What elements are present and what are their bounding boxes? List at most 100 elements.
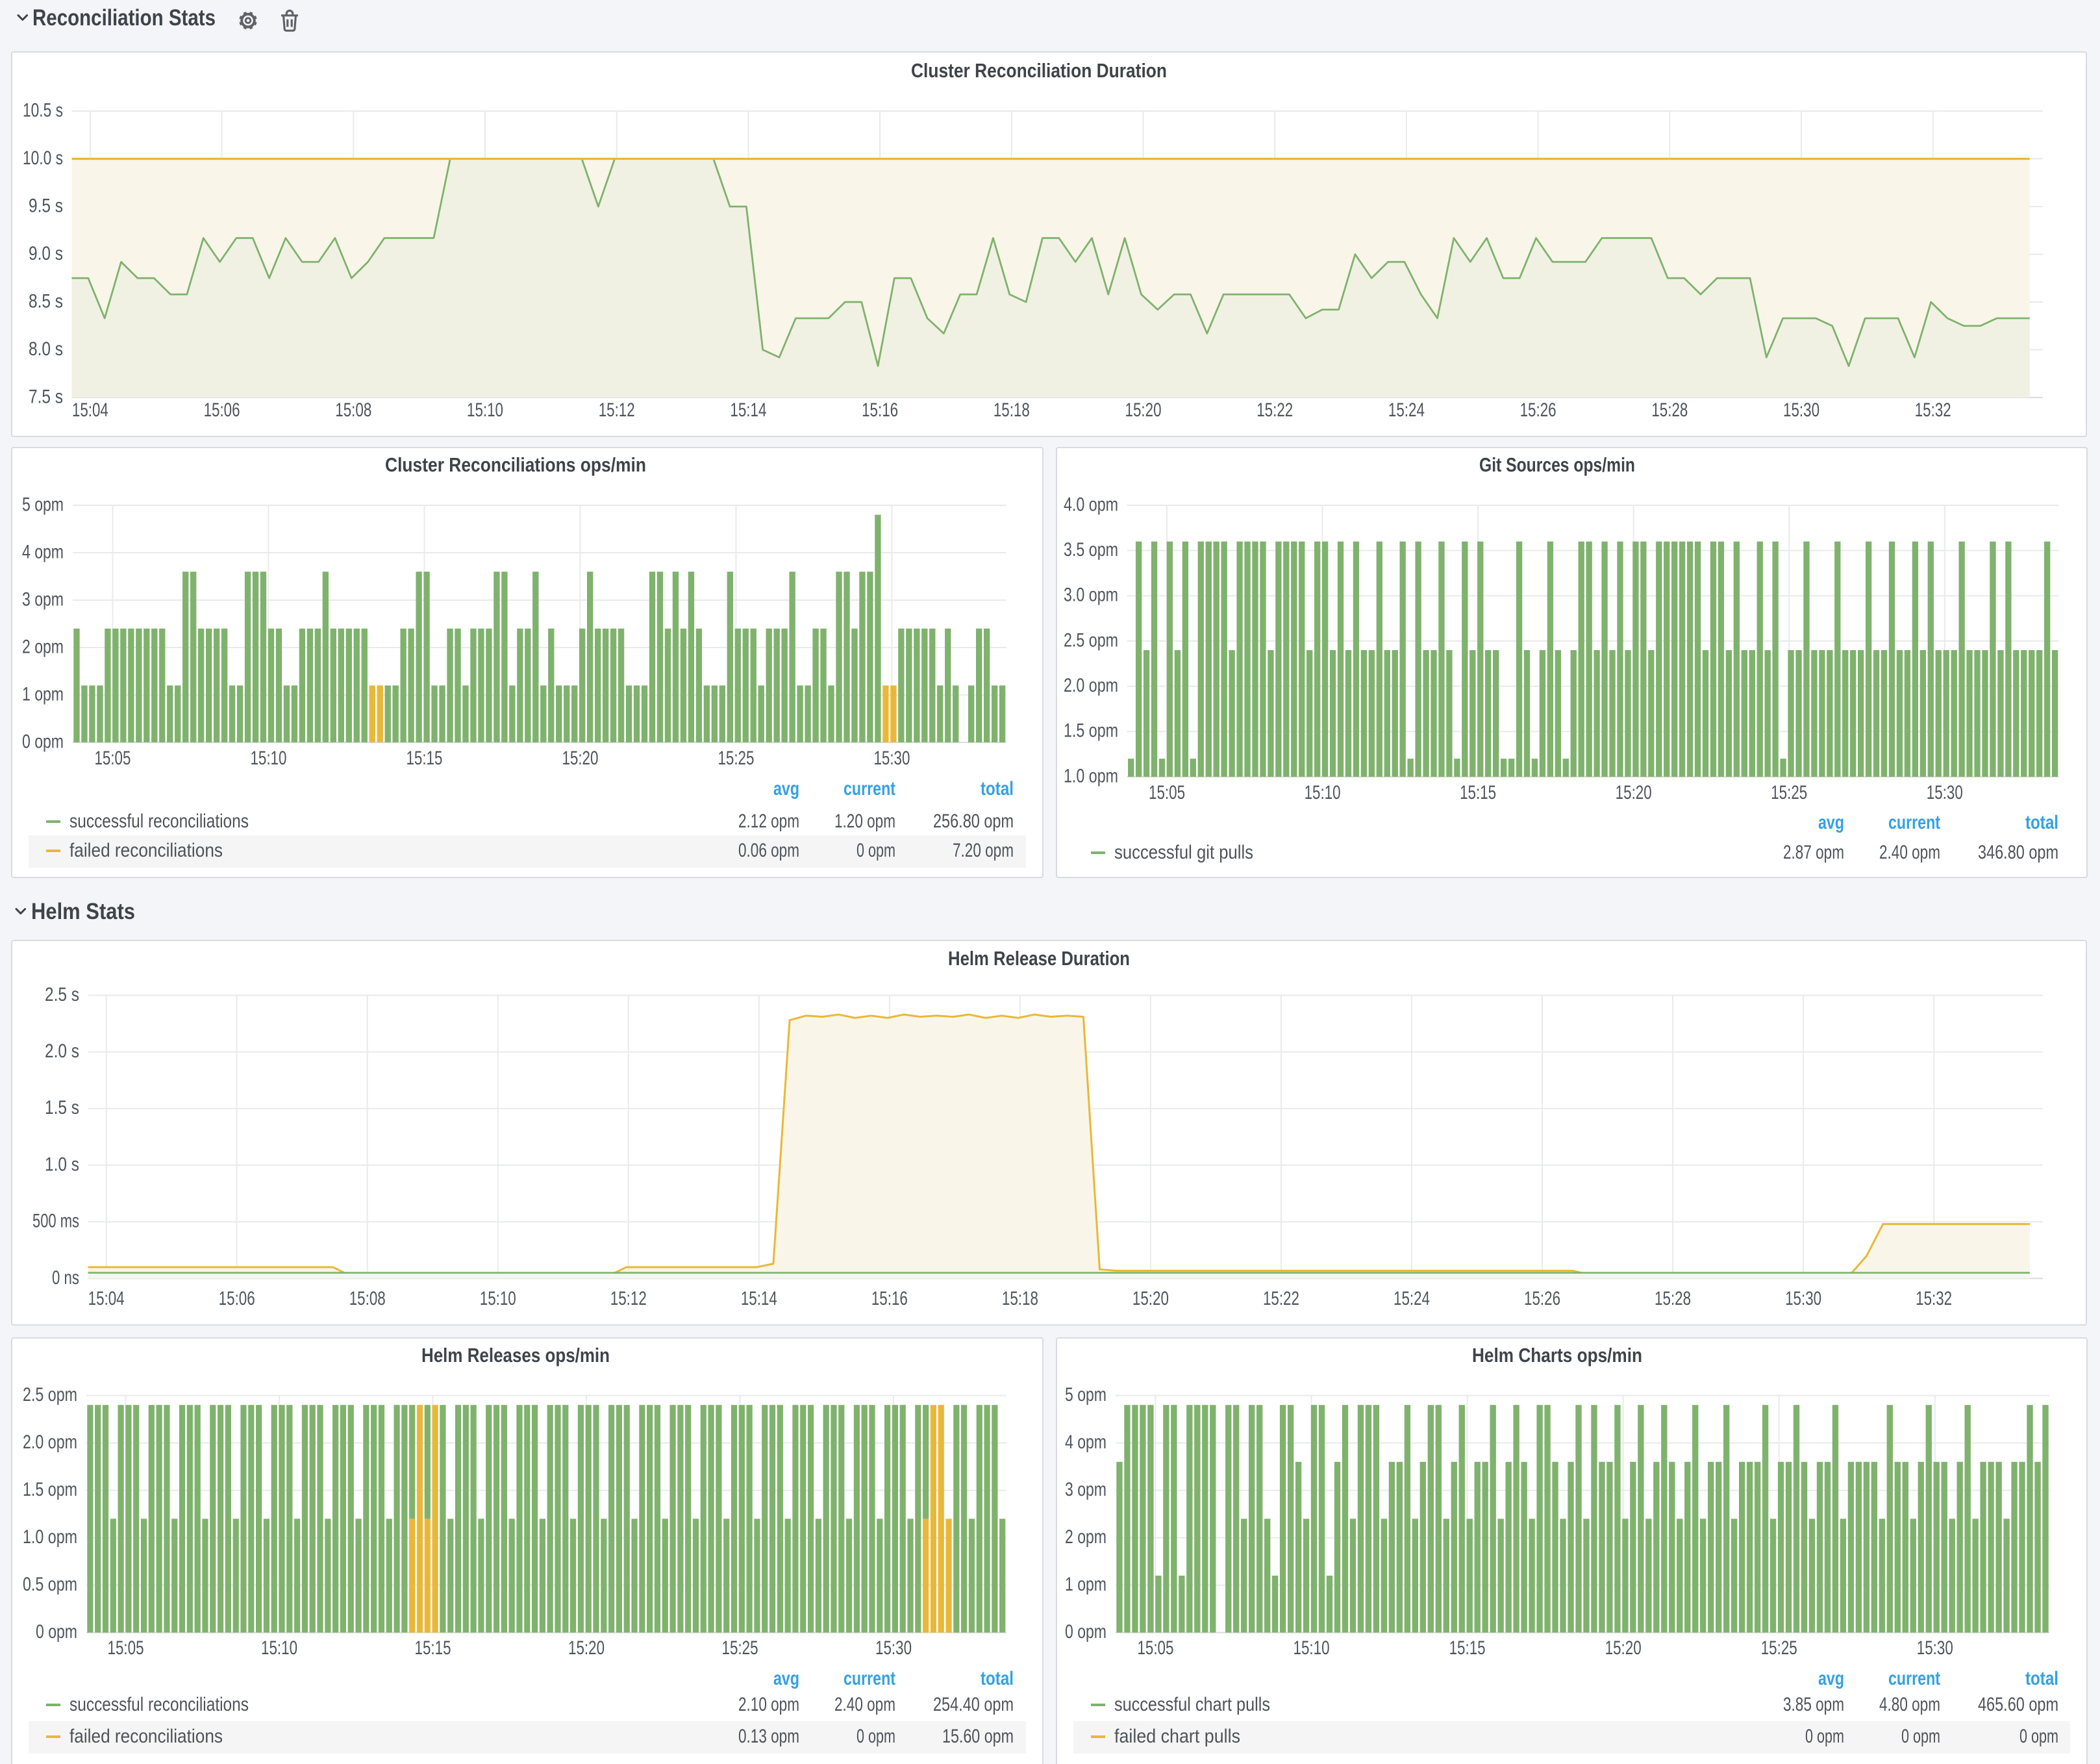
svg-text:15:15: 15:15	[415, 1637, 451, 1659]
svg-text:5 opm: 5 opm	[1065, 1384, 1106, 1405]
svg-text:15:28: 15:28	[1655, 1288, 1691, 1309]
svg-text:15:04: 15:04	[72, 399, 108, 421]
svg-text:4.0 opm: 4.0 opm	[1064, 494, 1118, 515]
svg-text:2.10 opm: 2.10 opm	[738, 1694, 799, 1715]
svg-text:4 opm: 4 opm	[1065, 1431, 1106, 1453]
svg-text:15:08: 15:08	[335, 399, 371, 421]
svg-text:15:30: 15:30	[875, 1637, 912, 1659]
svg-text:1.0 opm: 1.0 opm	[1064, 765, 1118, 787]
svg-text:15:16: 15:16	[862, 399, 898, 421]
svg-text:0 opm: 0 opm	[1805, 1726, 1844, 1747]
svg-text:0.13 opm: 0.13 opm	[738, 1726, 799, 1747]
svg-text:total: total	[981, 1668, 1014, 1689]
svg-text:15:30: 15:30	[1783, 399, 1819, 421]
svg-text:avg: avg	[773, 1668, 799, 1689]
svg-text:15:20: 15:20	[568, 1637, 605, 1659]
svg-text:15:12: 15:12	[610, 1288, 647, 1309]
svg-text:15:22: 15:22	[1256, 399, 1293, 421]
svg-text:failed reconciliations: failed reconciliations	[69, 1726, 223, 1747]
svg-text:avg: avg	[1818, 812, 1844, 833]
svg-text:15:30: 15:30	[1927, 782, 1963, 803]
svg-text:15.60 opm: 15.60 opm	[942, 1726, 1014, 1747]
svg-text:15:10: 15:10	[1294, 1637, 1330, 1659]
svg-text:0 opm: 0 opm	[1065, 1621, 1106, 1643]
svg-text:15:05: 15:05	[108, 1637, 144, 1659]
svg-text:1 opm: 1 opm	[22, 683, 64, 705]
svg-text:3 opm: 3 opm	[1065, 1479, 1106, 1500]
svg-text:2.5 opm: 2.5 opm	[23, 1384, 77, 1405]
svg-text:failed reconciliations: failed reconciliations	[69, 840, 223, 861]
svg-text:0 opm: 0 opm	[36, 1621, 77, 1643]
svg-text:465.60 opm: 465.60 opm	[1978, 1694, 2058, 1715]
svg-text:8.5 s: 8.5 s	[29, 290, 63, 312]
svg-text:15:05: 15:05	[1149, 782, 1185, 803]
svg-text:0.5 opm: 0.5 opm	[23, 1574, 77, 1595]
svg-text:current: current	[844, 778, 895, 800]
svg-text:2.40 opm: 2.40 opm	[834, 1694, 895, 1715]
svg-text:256.80 opm: 256.80 opm	[933, 811, 1014, 832]
svg-text:2.0 opm: 2.0 opm	[23, 1431, 77, 1453]
svg-text:2.87 opm: 2.87 opm	[1783, 842, 1844, 863]
svg-text:254.40 opm: 254.40 opm	[933, 1694, 1014, 1715]
svg-text:2 opm: 2 opm	[1065, 1526, 1106, 1548]
svg-text:Helm Stats: Helm Stats	[31, 899, 135, 924]
svg-text:15:06: 15:06	[204, 399, 240, 421]
svg-text:15:10: 15:10	[1305, 782, 1341, 803]
svg-text:avg: avg	[1818, 1668, 1844, 1689]
svg-text:1 opm: 1 opm	[1065, 1574, 1106, 1595]
svg-text:5 opm: 5 opm	[22, 494, 64, 515]
svg-text:15:14: 15:14	[730, 399, 766, 421]
svg-text:4.80 opm: 4.80 opm	[1879, 1694, 1940, 1715]
svg-text:15:24: 15:24	[1394, 1288, 1430, 1309]
svg-text:2.0 opm: 2.0 opm	[1064, 675, 1118, 696]
svg-text:1.0 opm: 1.0 opm	[23, 1526, 77, 1548]
svg-text:15:26: 15:26	[1524, 1288, 1560, 1309]
svg-text:15:08: 15:08	[349, 1288, 386, 1309]
svg-text:2.40 opm: 2.40 opm	[1879, 842, 1940, 863]
svg-text:total: total	[2025, 812, 2058, 833]
svg-text:15:32: 15:32	[1916, 1288, 1952, 1309]
svg-text:15:15: 15:15	[1449, 1637, 1486, 1659]
svg-text:500 ms: 500 ms	[32, 1211, 79, 1232]
svg-text:2.12 opm: 2.12 opm	[738, 811, 799, 832]
svg-text:15:22: 15:22	[1263, 1288, 1299, 1309]
svg-text:15:25: 15:25	[1761, 1637, 1797, 1659]
svg-text:Git Sources ops/min: Git Sources ops/min	[1479, 453, 1635, 476]
svg-text:Helm Release Duration: Helm Release Duration	[948, 947, 1130, 970]
svg-text:9.5 s: 9.5 s	[29, 195, 63, 216]
svg-text:10.0 s: 10.0 s	[23, 147, 63, 169]
svg-text:Cluster Reconciliations ops/mi: Cluster Reconciliations ops/min	[385, 453, 646, 476]
svg-text:15:10: 15:10	[467, 399, 503, 421]
svg-text:346.80 opm: 346.80 opm	[1978, 842, 2058, 863]
svg-text:8.0 s: 8.0 s	[29, 338, 63, 360]
svg-text:10.5 s: 10.5 s	[23, 99, 63, 121]
svg-text:15:18: 15:18	[994, 399, 1030, 421]
svg-text:15:04: 15:04	[88, 1288, 125, 1309]
svg-text:3.0 opm: 3.0 opm	[1064, 585, 1118, 606]
svg-text:15:20: 15:20	[1132, 1288, 1169, 1309]
svg-text:4 opm: 4 opm	[22, 541, 64, 562]
svg-text:15:10: 15:10	[250, 748, 286, 769]
svg-text:2.5 s: 2.5 s	[45, 984, 79, 1005]
svg-text:15:20: 15:20	[562, 748, 598, 769]
svg-text:15:28: 15:28	[1651, 399, 1688, 421]
svg-text:3.85 opm: 3.85 opm	[1783, 1694, 1844, 1715]
svg-text:3 opm: 3 opm	[22, 588, 64, 610]
svg-text:successful git pulls: successful git pulls	[1114, 842, 1253, 863]
svg-text:15:24: 15:24	[1388, 399, 1425, 421]
svg-text:15:25: 15:25	[722, 1637, 758, 1659]
svg-text:2.0 s: 2.0 s	[45, 1040, 79, 1062]
svg-text:current: current	[844, 1668, 895, 1689]
svg-text:current: current	[1888, 1668, 1940, 1689]
svg-text:15:30: 15:30	[873, 748, 910, 769]
svg-text:15:12: 15:12	[599, 399, 635, 421]
svg-text:15:10: 15:10	[261, 1637, 297, 1659]
svg-text:Reconciliation Stats: Reconciliation Stats	[32, 5, 216, 31]
svg-text:15:18: 15:18	[1002, 1288, 1038, 1309]
svg-text:15:06: 15:06	[219, 1288, 255, 1309]
svg-text:15:20: 15:20	[1125, 399, 1162, 421]
svg-text:15:30: 15:30	[1917, 1637, 1953, 1659]
svg-text:Helm Releases ops/min: Helm Releases ops/min	[421, 1344, 610, 1367]
svg-text:15:16: 15:16	[871, 1288, 908, 1309]
svg-text:failed chart pulls: failed chart pulls	[1114, 1726, 1240, 1747]
